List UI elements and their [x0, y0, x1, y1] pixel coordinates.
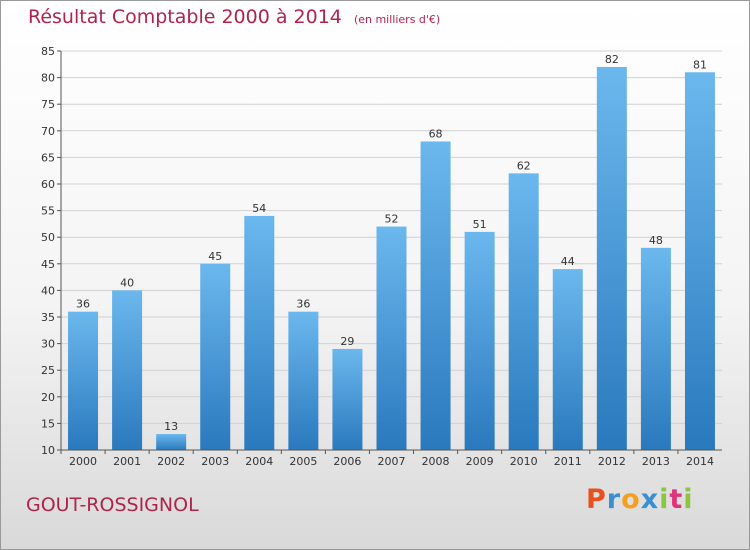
data-label-2009: 51: [473, 218, 487, 231]
bar-2006: [332, 348, 363, 450]
x-tick-label-2007: 2007: [378, 455, 406, 468]
x-tick-label-2001: 2001: [113, 455, 141, 468]
x-tick-label-2006: 2006: [333, 455, 361, 468]
y-tick-label: 80: [41, 72, 55, 85]
y-tick-label: 35: [41, 311, 55, 324]
bar-2009: [464, 231, 495, 450]
data-label-2008: 68: [429, 127, 443, 140]
bar-2008: [420, 141, 451, 450]
bar-2002: [156, 434, 187, 450]
data-label-2007: 52: [385, 213, 399, 226]
logo-letter: i: [683, 484, 694, 515]
data-label-2005: 36: [296, 298, 310, 311]
data-labels: 36 40 13 45 54 36 29 52 68 51 62 44 82 48 81: [76, 53, 707, 433]
data-label-2001: 40: [120, 276, 134, 289]
x-tick-label-2013: 2013: [642, 455, 670, 468]
logo-letter: P: [586, 484, 607, 515]
logo-letter: x: [640, 484, 660, 515]
data-label-2000: 36: [76, 298, 90, 311]
bar-2010: [508, 173, 539, 451]
bars: [68, 66, 715, 451]
y-tick-label: 40: [41, 284, 55, 297]
y-tick-label: 20: [41, 391, 55, 404]
x-tick-label-2004: 2004: [245, 455, 273, 468]
data-label-2011: 44: [561, 255, 575, 268]
y-tick-label: 60: [41, 178, 55, 191]
logo-letter: t: [669, 484, 684, 515]
logo-letter: r: [606, 484, 622, 515]
bar-2007: [376, 226, 407, 450]
x-tick-label-2002: 2002: [157, 455, 185, 468]
y-tick-label: 45: [41, 258, 55, 271]
chart-title: Résultat Comptable 2000 à 2014 (en milli…: [28, 6, 440, 28]
y-tick-label: 55: [41, 205, 55, 218]
bar-2013: [640, 247, 671, 450]
x-tick-label-2014: 2014: [686, 455, 714, 468]
bar-2003: [200, 263, 231, 450]
y-tick-label: 25: [41, 364, 55, 377]
x-tick-label-2010: 2010: [510, 455, 538, 468]
x-tick-label-2003: 2003: [201, 455, 229, 468]
data-label-2002: 13: [164, 420, 178, 433]
x-tick-label-2005: 2005: [289, 455, 317, 468]
y-tick-label: 15: [41, 417, 55, 430]
x-tick-label-2009: 2009: [466, 455, 494, 468]
bar-2005: [288, 311, 319, 450]
bar-2012: [596, 66, 627, 451]
bar-2001: [112, 290, 143, 450]
commune-name: GOUT-ROSSIGNOL: [26, 494, 199, 516]
y-tick-label: 75: [41, 98, 55, 111]
data-label-2013: 48: [649, 234, 663, 247]
logo-letter: o: [621, 484, 641, 515]
x-tick-label-2000: 2000: [69, 455, 97, 468]
x-tick-label-2011: 2011: [554, 455, 582, 468]
proxiti-logo: Proxiti: [586, 484, 694, 515]
x-tick-label-2012: 2012: [598, 455, 626, 468]
data-label-2010: 62: [517, 159, 531, 172]
y-tick-label: 85: [41, 45, 55, 58]
data-label-2012: 82: [605, 53, 619, 66]
chart-subtitle: (en milliers d'€): [353, 13, 441, 26]
y-tick-label: 30: [41, 338, 55, 351]
data-label-2004: 54: [252, 202, 266, 215]
y-tick-label: 70: [41, 125, 55, 138]
bar-2014: [684, 72, 715, 450]
chart-title-text: Résultat Comptable 2000 à 2014: [28, 6, 342, 28]
y-tick-label: 50: [41, 231, 55, 244]
x-tick-label-2008: 2008: [422, 455, 450, 468]
bar-2000: [68, 311, 99, 450]
data-label-2014: 81: [693, 58, 707, 71]
bar-2011: [552, 269, 583, 450]
y-tick-label: 10: [41, 444, 55, 457]
y-tick-label: 65: [41, 151, 55, 164]
bar-2004: [244, 215, 275, 450]
data-label-2003: 45: [208, 250, 222, 263]
logo-letter: i: [659, 484, 670, 515]
axes: 10 15 20 25 30 35 40 45 50 55 60 65 70 75 80 85 2000 2001…: [41, 45, 722, 468]
data-label-2006: 29: [340, 335, 354, 348]
